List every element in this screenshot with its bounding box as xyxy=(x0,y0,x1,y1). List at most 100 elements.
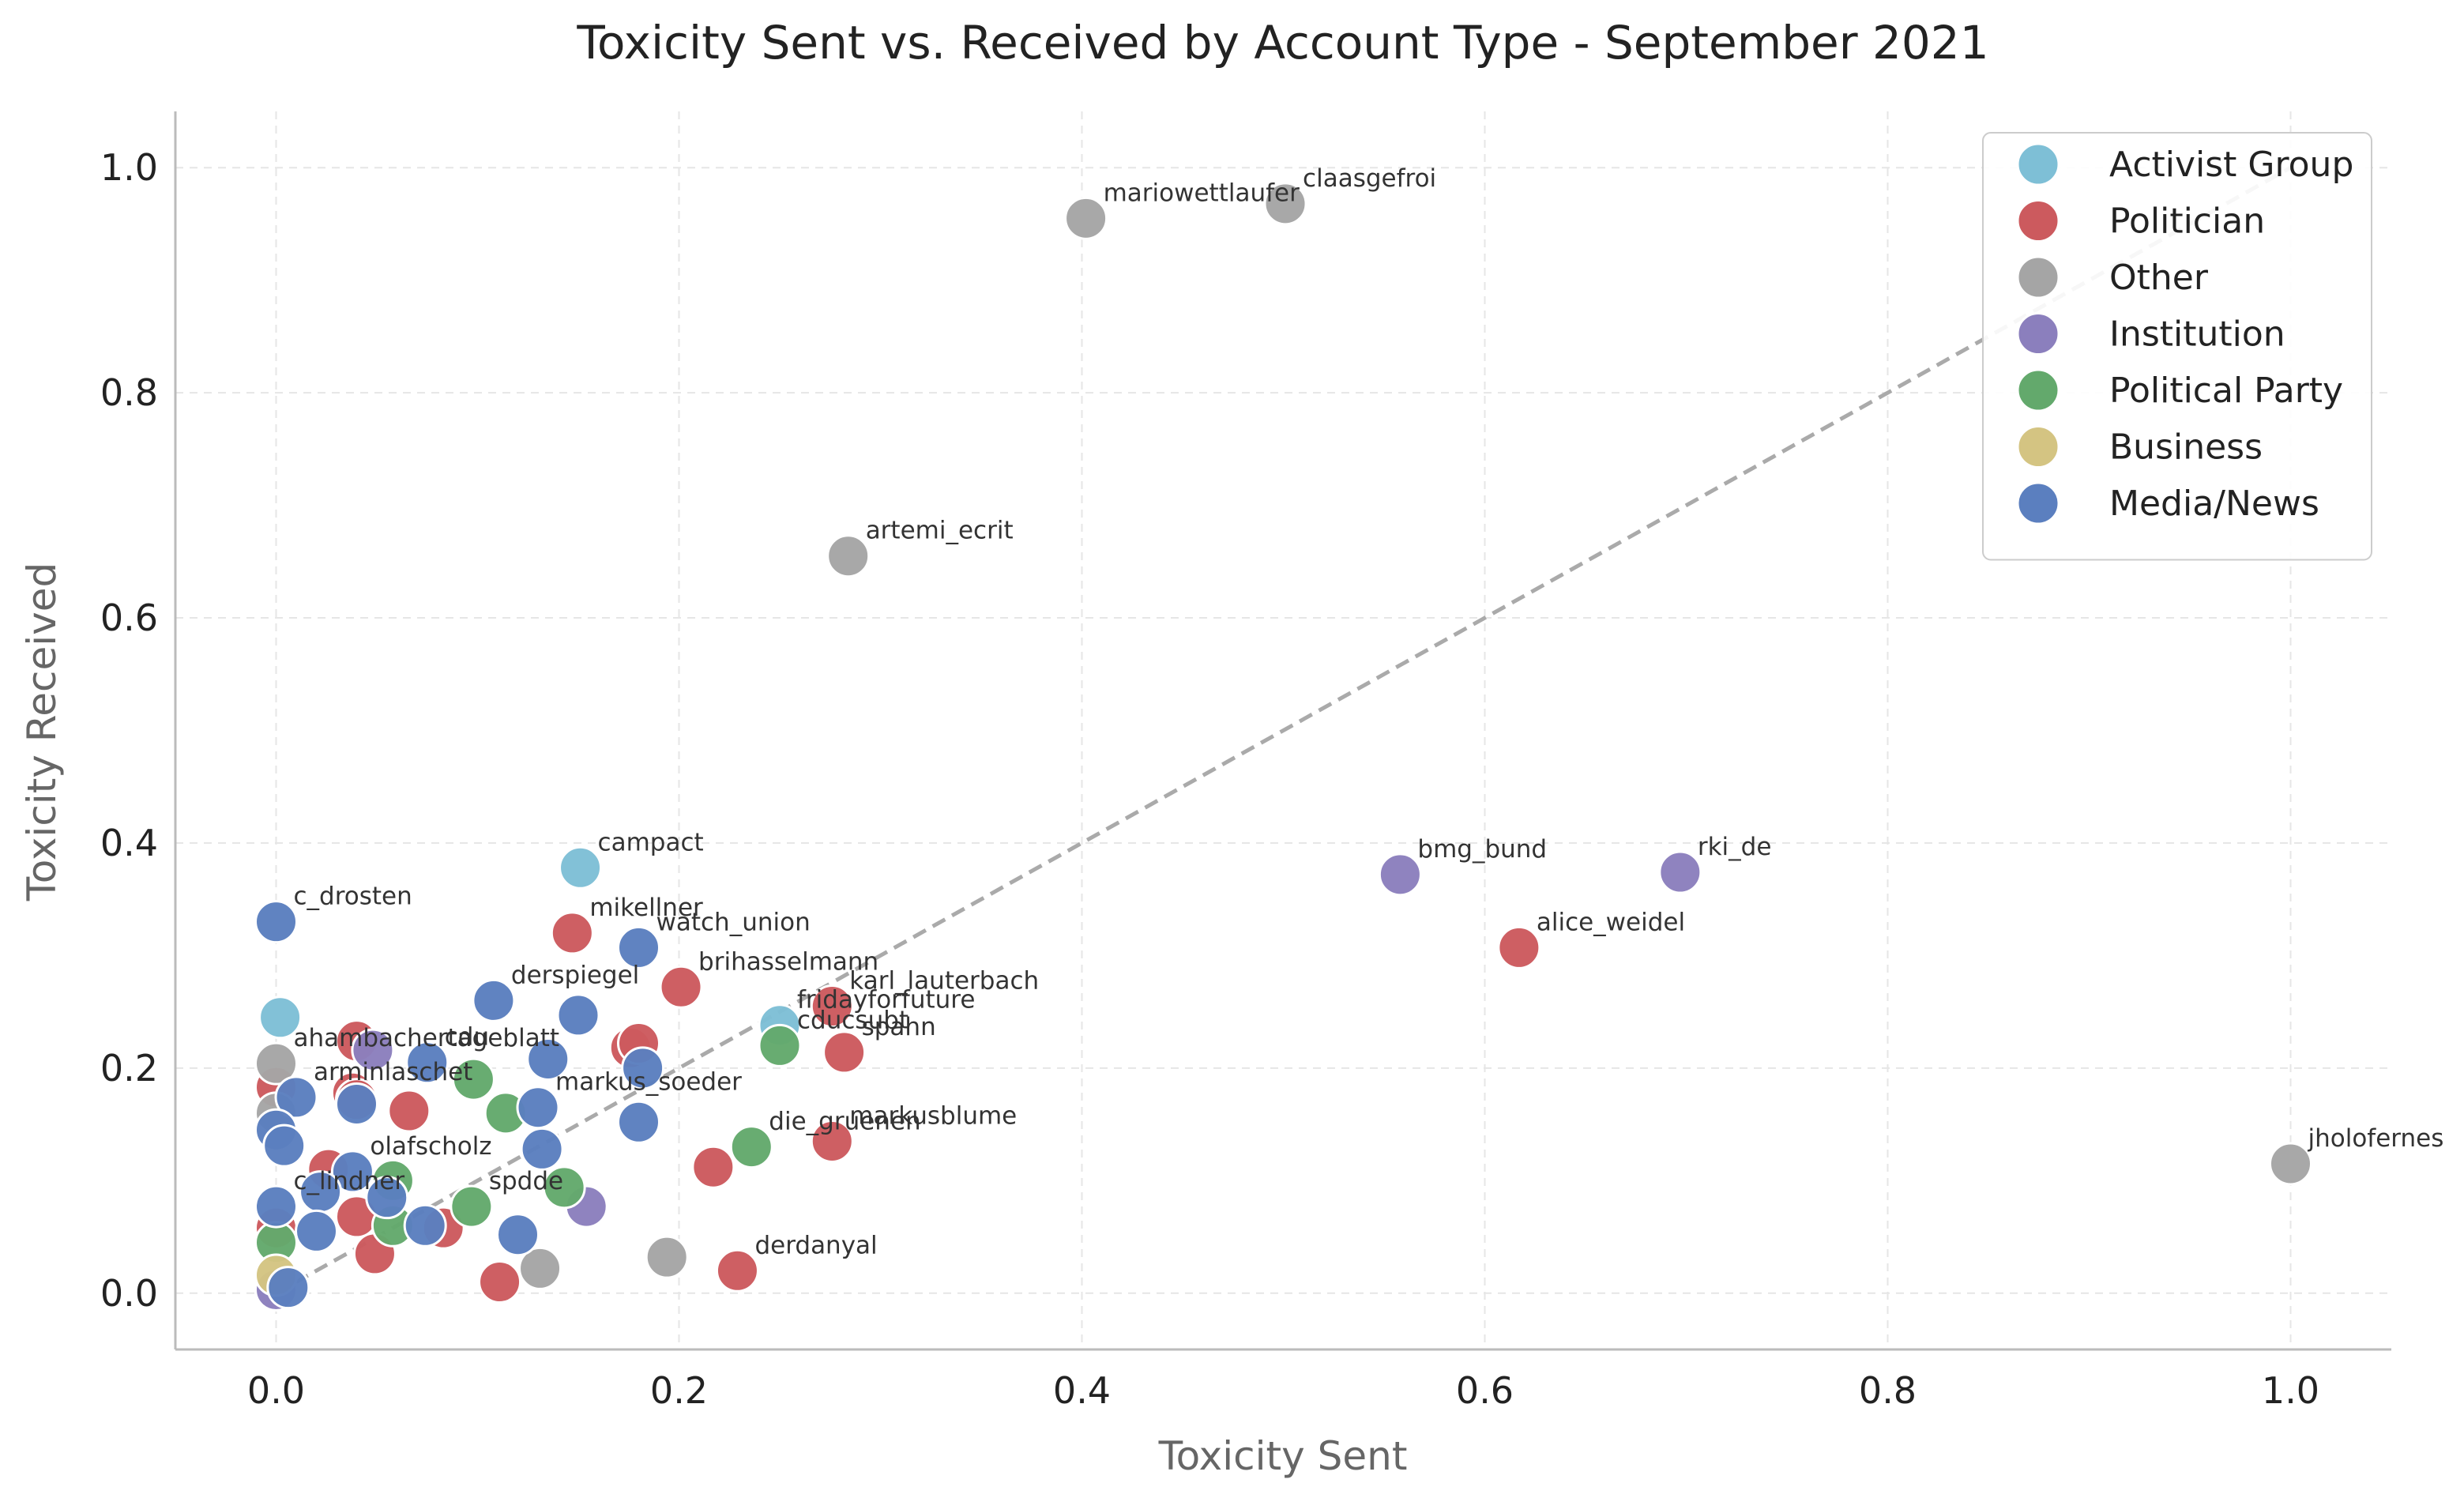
y-tick-label: 0.2 xyxy=(100,1047,158,1090)
point-label: olafscholz xyxy=(370,1132,491,1161)
point-label: spdde xyxy=(489,1167,563,1195)
data-point xyxy=(351,1028,395,1072)
x-tick-label: 0.2 xyxy=(650,1369,708,1412)
point-label: spahn xyxy=(862,1013,936,1041)
y-tick-label: 0.6 xyxy=(100,597,158,639)
data-point xyxy=(1064,196,1108,240)
data-point xyxy=(715,1248,759,1293)
y-tick-label: 0.4 xyxy=(100,822,158,864)
point-label: alice_weidel xyxy=(1537,908,1685,936)
chart-title: Toxicity Sent vs. Received by Account Ty… xyxy=(576,16,1988,70)
data-point xyxy=(365,1176,409,1220)
point-label: brihasselmann xyxy=(698,947,878,976)
data-point xyxy=(810,984,854,1029)
legend-label: Politician xyxy=(2109,201,2265,242)
x-tick-label: 1.0 xyxy=(2262,1369,2319,1412)
x-tick-label: 0.8 xyxy=(1859,1369,1917,1412)
point-label: markusblume xyxy=(849,1101,1017,1130)
data-point xyxy=(617,925,660,969)
data-point xyxy=(645,1235,689,1279)
legend-label: Institution xyxy=(2109,314,2285,355)
legend-frame xyxy=(1982,132,2372,561)
data-point xyxy=(266,1266,310,1310)
data-point xyxy=(472,978,516,1022)
legend-marker xyxy=(2016,255,2060,299)
legend-marker xyxy=(2016,142,2060,186)
data-point xyxy=(254,1184,298,1229)
data-point xyxy=(556,993,600,1037)
data-point xyxy=(550,911,594,955)
y-tick-label: 0.8 xyxy=(100,371,158,414)
data-point xyxy=(1658,850,1702,894)
y-axis-label: Toxicity Received xyxy=(19,563,65,902)
data-point xyxy=(516,1086,560,1130)
data-point xyxy=(274,1075,318,1120)
point-label: ahambachertageblatt xyxy=(294,1024,560,1052)
point-label: karl_lauterbach xyxy=(849,967,1039,996)
y-tick-label: 1.0 xyxy=(100,146,158,189)
data-point xyxy=(254,900,298,944)
legend-label: Media/News xyxy=(2109,484,2319,524)
data-point xyxy=(295,1209,338,1253)
data-point xyxy=(254,1041,298,1086)
data-point xyxy=(2269,1142,2312,1186)
data-point xyxy=(621,1046,665,1090)
data-point xyxy=(387,1089,431,1133)
data-point xyxy=(691,1145,735,1189)
point-label: cdu xyxy=(445,1023,489,1052)
point-label: mariowettlaufer xyxy=(1104,179,1300,207)
point-label: campact xyxy=(598,828,704,856)
point-labels: campact fridayforfuture mikellner brihassel… xyxy=(294,164,2444,1259)
legend-label: Other xyxy=(2109,258,2209,298)
point-label: artemi_ecrit xyxy=(866,517,1014,545)
data-point xyxy=(559,845,603,890)
data-point xyxy=(403,1203,447,1248)
point-label: bmg_bund xyxy=(1417,835,1547,864)
data-point xyxy=(659,965,703,1009)
data-point xyxy=(451,1057,495,1101)
data-point xyxy=(262,1124,307,1168)
x-tick-label: 0.6 xyxy=(1456,1369,1514,1412)
data-point xyxy=(330,1150,374,1194)
legend-label: Activist Group xyxy=(2109,145,2353,185)
point-label: watch_union xyxy=(656,908,811,936)
point-label: arminlaschet xyxy=(314,1058,472,1086)
data-point xyxy=(1263,182,1307,226)
point-label: claasgefroi xyxy=(1303,164,1436,193)
data-point xyxy=(335,1082,378,1126)
x-tick-label: 0.4 xyxy=(1053,1369,1111,1412)
diagonal-reference-line xyxy=(275,166,2292,1295)
point-label: fridayforfuture xyxy=(797,986,975,1014)
point-label: c_lindner xyxy=(294,1167,405,1195)
data-point xyxy=(822,1030,867,1075)
point-label: derspiegel xyxy=(511,961,639,989)
legend: Activist Group Politician Other Institution… xyxy=(1982,132,2372,561)
x-tick-label: 0.0 xyxy=(247,1369,305,1412)
legend-marker xyxy=(2016,368,2060,412)
point-label: cducsubt xyxy=(797,1006,908,1034)
data-point xyxy=(520,1127,564,1171)
data-point xyxy=(758,1023,802,1067)
point-label: rki_de xyxy=(1698,833,1772,861)
legend-marker xyxy=(2016,425,2060,469)
legend-marker xyxy=(2016,312,2060,356)
data-point xyxy=(526,1037,570,1081)
point-label: markus_soeder xyxy=(555,1068,742,1097)
data-point xyxy=(496,1213,540,1257)
legend-label: Business xyxy=(2109,427,2263,468)
legend-marker xyxy=(2016,199,2060,243)
legend-label: Political Party xyxy=(2109,371,2343,411)
data-point xyxy=(478,1260,522,1304)
legend-marker xyxy=(2016,481,2060,525)
reference-line xyxy=(275,166,2292,1295)
data-point xyxy=(729,1125,773,1169)
data-point xyxy=(405,1041,450,1085)
data-point xyxy=(617,1100,660,1144)
data-points xyxy=(254,182,2312,1312)
y-tick-label: 0.0 xyxy=(100,1272,158,1315)
data-point xyxy=(1378,853,1422,897)
axes: 0.0 0.2 0.4 0.6 0.8 1.0 0.0 0.2 0.4 0.6 0.8 1.0 xyxy=(100,111,2391,1412)
data-point xyxy=(450,1184,494,1229)
data-point xyxy=(1497,925,1541,969)
